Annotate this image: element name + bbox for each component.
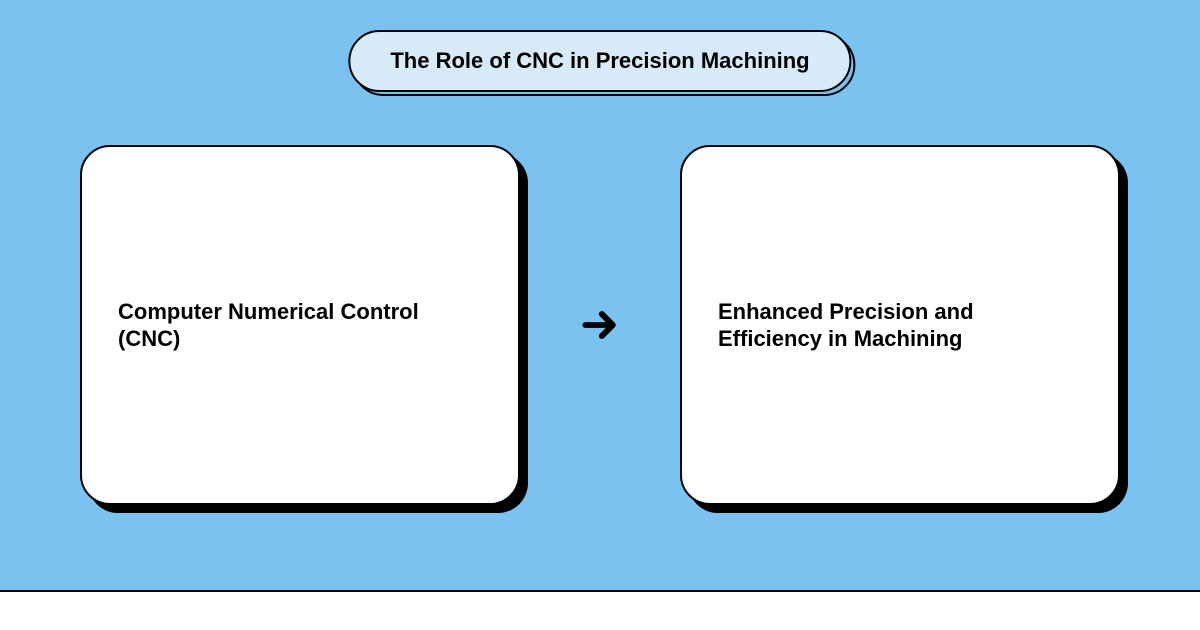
box-left-main: Computer Numerical Control (CNC) — [80, 145, 520, 505]
title-text: The Role of CNC in Precision Machining — [348, 30, 851, 92]
box-left-text: Computer Numerical Control (CNC) — [118, 298, 482, 353]
boxes-row: Computer Numerical Control (CNC) Enhance… — [80, 145, 1120, 505]
title-pill: The Role of CNC in Precision Machining — [348, 30, 851, 92]
bottom-band — [0, 590, 1200, 630]
box-right-text: Enhanced Precision and Efficiency in Mac… — [718, 298, 1082, 353]
arrow-right-icon — [578, 303, 622, 347]
diagram-canvas: The Role of CNC in Precision Machining C… — [0, 0, 1200, 630]
box-right: Enhanced Precision and Efficiency in Mac… — [680, 145, 1120, 505]
box-left: Computer Numerical Control (CNC) — [80, 145, 520, 505]
arrow — [560, 303, 640, 347]
box-right-main: Enhanced Precision and Efficiency in Mac… — [680, 145, 1120, 505]
